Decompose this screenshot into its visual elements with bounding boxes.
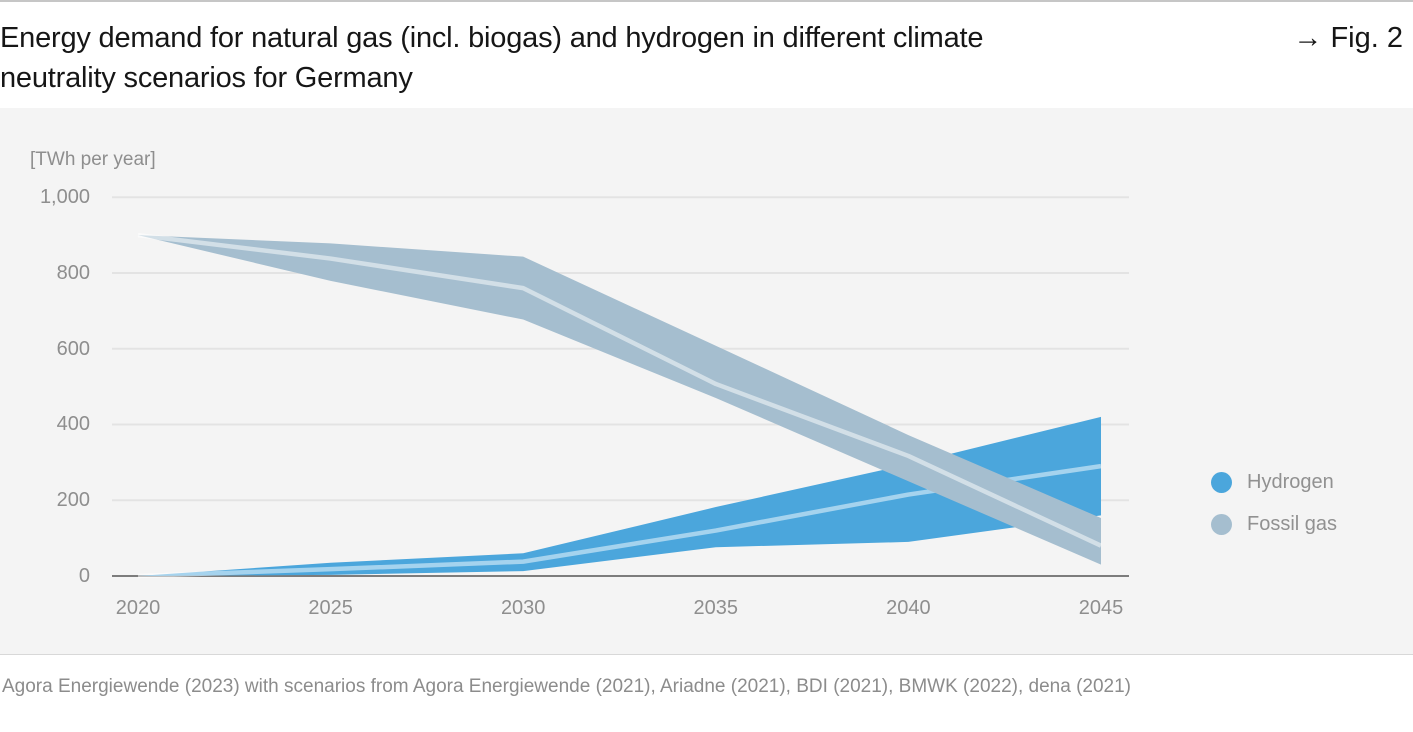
- page-title: Energy demand for natural gas (incl. bio…: [0, 18, 984, 98]
- legend: Hydrogen Fossil gas: [1211, 461, 1337, 545]
- x-tick-label: 2035: [693, 597, 739, 619]
- y-tick-label: 400: [56, 413, 90, 436]
- legend-label: Hydrogen: [1247, 470, 1334, 493]
- page-title-line-2: neutrality scenarios for Germany: [0, 62, 413, 94]
- y-tick-label: 200: [56, 489, 90, 512]
- hydrogen-legend-dot-icon: [1211, 471, 1232, 493]
- hydrogen-band: [138, 416, 1101, 576]
- chart-panel: [TWh per year] 0 200 400 600 800 1,000 2020 202…: [0, 108, 1413, 654]
- top-border: [0, 0, 1413, 2]
- x-tick-label: 2030: [500, 597, 546, 619]
- x-tick-label: 2045: [1078, 597, 1124, 619]
- y-tick-label: 600: [56, 337, 90, 360]
- legend-item-fossil-gas: Fossil gas: [1211, 503, 1337, 545]
- source-line: Agora Energiewende (2023) with scenarios…: [2, 676, 1132, 697]
- x-tick-label: 2025: [308, 597, 353, 619]
- fossil-gas-center-line: [137, 232, 1102, 548]
- header: Energy demand for natural gas (incl. bio…: [0, 2, 1413, 108]
- page-title-line-1: Energy demand for natural gas (incl. bio…: [0, 22, 984, 54]
- legend-label: Fossil gas: [1247, 512, 1338, 535]
- footer: Agora Energiewende (2023) with scenarios…: [0, 654, 1413, 712]
- y-tick-label: 0: [78, 565, 90, 587]
- footer-divider: [0, 654, 1413, 655]
- figure-label: → Fig. 2: [1293, 22, 1403, 54]
- chart-canvas: [112, 196, 1129, 579]
- fossil-gas-legend-dot-icon: [1211, 513, 1232, 535]
- x-tick-label: 2020: [115, 597, 161, 619]
- y-tick-label: 800: [56, 261, 90, 284]
- axis-unit-label: [TWh per year]: [30, 149, 156, 170]
- x-tick-label: 2040: [886, 597, 931, 619]
- legend-item-hydrogen: Hydrogen: [1211, 461, 1337, 503]
- y-tick-label: 1,000: [39, 186, 90, 209]
